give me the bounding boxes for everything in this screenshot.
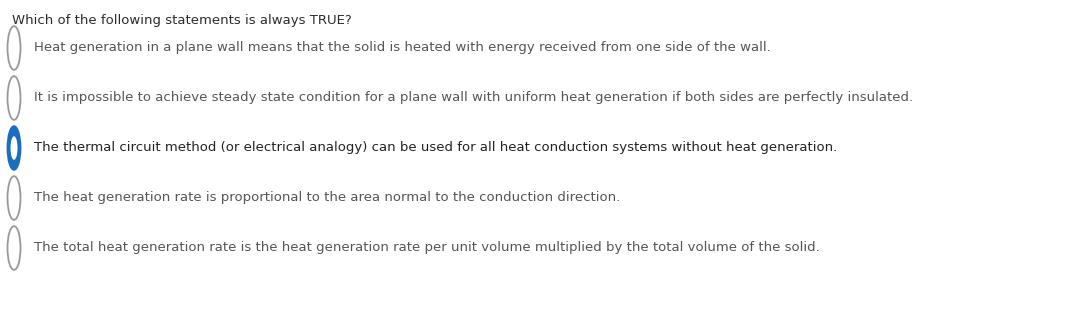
- Text: The total heat generation rate is the heat generation rate per unit volume multi: The total heat generation rate is the he…: [33, 241, 820, 255]
- Text: The thermal circuit method (or electrical analogy) can be used for all heat cond: The thermal circuit method (or electrica…: [33, 142, 837, 154]
- Text: The heat generation rate is proportional to the area normal to the conduction di: The heat generation rate is proportional…: [33, 192, 620, 204]
- Text: Which of the following statements is always TRUE?: Which of the following statements is alw…: [12, 14, 352, 27]
- Ellipse shape: [8, 26, 21, 70]
- Ellipse shape: [11, 136, 17, 160]
- Ellipse shape: [8, 126, 21, 170]
- Text: Heat generation in a plane wall means that the solid is heated with energy recei: Heat generation in a plane wall means th…: [33, 41, 771, 55]
- Ellipse shape: [8, 176, 21, 220]
- Text: It is impossible to achieve steady state condition for a plane wall with uniform: It is impossible to achieve steady state…: [33, 91, 913, 105]
- Ellipse shape: [8, 76, 21, 120]
- Ellipse shape: [8, 226, 21, 270]
